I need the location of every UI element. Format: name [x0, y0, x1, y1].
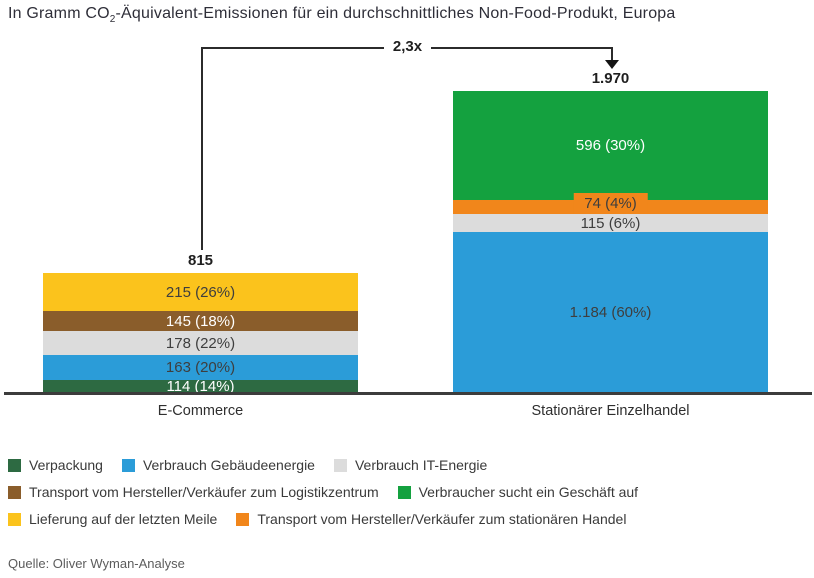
- bracket-right-line: [611, 47, 613, 62]
- legend-item: Transport vom Hersteller/Verkäufer zum L…: [8, 484, 379, 500]
- legend-label: Verpackung: [29, 457, 103, 473]
- bracket-left-line: [201, 47, 203, 250]
- x-axis-line: [4, 392, 812, 395]
- ratio-label: 2,3x: [383, 38, 432, 55]
- chart-title: In Gramm CO2-Äquivalent-Emissionen für e…: [8, 5, 676, 25]
- segment-verbrauch-gebaeudeenergie: 163 (20%): [43, 355, 358, 380]
- legend: Verpackung Verbrauch Gebäudeenergie Verbra…: [8, 457, 657, 539]
- legend-item: Verbrauch IT-Energie: [333, 457, 488, 473]
- legend-item: Verpackung: [8, 457, 103, 473]
- segment-verbraucher-sucht-geschaeft: 596 (30%): [453, 91, 768, 200]
- segment-label-transport-zum-logistikzentrum: 145 (18%): [165, 312, 236, 330]
- legend-item: Verbrauch Gebäudeenergie: [121, 457, 315, 473]
- segment-label-verbraucher-sucht-geschaeft: 596 (30%): [575, 137, 646, 154]
- legend-label: Verbrauch Gebäudeenergie: [142, 457, 315, 473]
- total-label-stationaer: 1.970: [591, 70, 630, 87]
- title-part2: -Äquivalent-Emissionen für ein durchschn…: [115, 5, 676, 22]
- legend-swatch-icon: [8, 512, 21, 526]
- title-subscript: 2: [109, 14, 116, 26]
- segment-verbrauch-it-energie: 178 (22%): [43, 331, 358, 355]
- category-label-stationaer: Stationärer Einzelhandel: [531, 403, 690, 419]
- legend-row-1: Verpackung Verbrauch Gebäudeenergie Verbra…: [8, 457, 657, 473]
- segment-label-verbrauch-gebaeudeenergie: 1.184 (60%): [569, 304, 652, 321]
- legend-swatch-icon: [121, 458, 135, 472]
- ratio-label-wrap: 2,3x: [202, 38, 613, 56]
- legend-swatch-icon: [333, 458, 347, 472]
- source-note: Quelle: Oliver Wyman-Analyse: [8, 556, 185, 571]
- segment-label-verbrauch-it-energie: 115 (6%): [580, 214, 641, 232]
- segment-transport-zum-logistikzentrum: 145 (18%): [43, 311, 358, 331]
- legend-label: Transport vom Hersteller/Verkäufer zum s…: [257, 511, 627, 527]
- legend-swatch-icon: [397, 485, 411, 499]
- title-part1: In Gramm CO: [8, 5, 110, 22]
- segment-verpackung: 114 (14%): [43, 378, 358, 395]
- legend-label: Verbraucher sucht ein Geschäft auf: [418, 484, 639, 500]
- segment-label-verpackung: 114 (14%): [166, 378, 235, 395]
- segment-label-verbrauch-gebaeudeenergie: 163 (20%): [165, 359, 236, 376]
- legend-row-3: Lieferung auf der letzten Meile Transport…: [8, 511, 657, 527]
- segment-label-transport-zum-stationaeren-handel: 74 (4%): [573, 193, 648, 214]
- legend-label: Transport vom Hersteller/Verkäufer zum L…: [29, 484, 379, 500]
- bar-e-commerce: 215 (26%) 145 (18%) 178 (22%) 163 (20%) 114 …: [43, 273, 358, 395]
- segment-lieferung-letzte-meile: 215 (26%): [43, 273, 358, 311]
- legend-item: Verbraucher sucht ein Geschäft auf: [397, 484, 639, 500]
- bar-station-rer-einzelhandel: 596 (30%) 74 (4%) 115 (6%) 1.184 (60%): [453, 91, 768, 393]
- legend-label: Lieferung auf der letzten Meile: [29, 511, 218, 527]
- legend-item: Lieferung auf der letzten Meile: [8, 511, 217, 527]
- legend-item: Transport vom Hersteller/Verkäufer zum s…: [236, 511, 626, 527]
- legend-label: Verbrauch IT-Energie: [354, 457, 488, 473]
- legend-swatch-icon: [8, 458, 21, 472]
- category-label-ecommerce: E-Commerce: [157, 403, 244, 419]
- segment-verbrauch-it-energie: 115 (6%): [453, 214, 768, 232]
- legend-swatch-icon: [8, 485, 21, 499]
- segment-label-verbrauch-it-energie: 178 (22%): [165, 334, 236, 352]
- legend-swatch-icon: [236, 512, 250, 526]
- arrow-down-icon: [605, 60, 619, 69]
- segment-verbrauch-gebaeudeenergie: 1.184 (60%): [453, 232, 768, 393]
- segment-transport-zum-stationaeren-handel: 74 (4%): [453, 193, 768, 214]
- segment-label-lieferung-letzte-meile: 215 (26%): [165, 283, 236, 301]
- total-label-ecommerce: 815: [187, 252, 214, 269]
- legend-row-2: Transport vom Hersteller/Verkäufer zum L…: [8, 484, 657, 500]
